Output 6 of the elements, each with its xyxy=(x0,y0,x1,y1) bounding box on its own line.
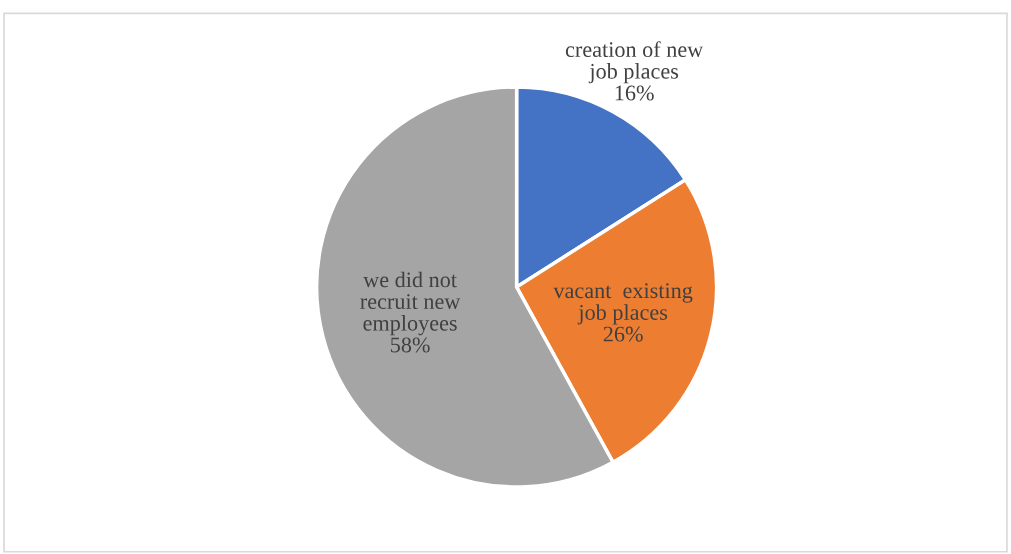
data-label: 16% xyxy=(615,85,654,101)
slice-label: we did not recruit new employees xyxy=(360,271,461,336)
slice-label: vacant existing job places xyxy=(553,283,693,325)
slice-label: creation of new job places xyxy=(565,41,704,84)
data-label: 58% xyxy=(391,337,430,353)
data-label: 26% xyxy=(603,326,643,342)
